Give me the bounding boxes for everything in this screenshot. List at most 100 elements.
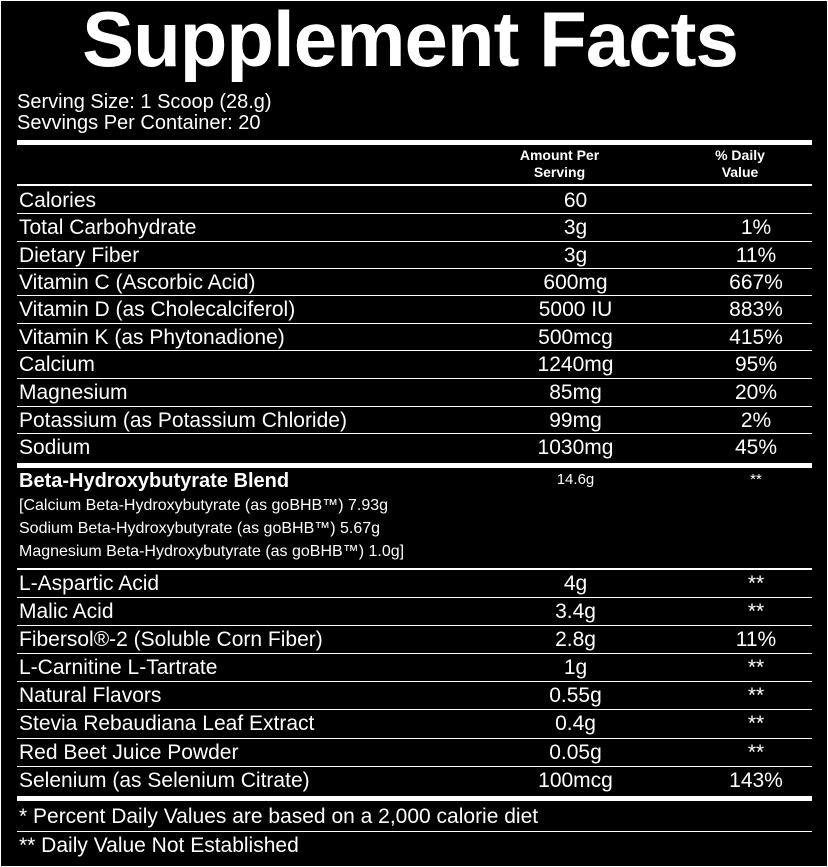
row-divider (17, 681, 812, 682)
ingredient-amount: 100mcg (538, 769, 613, 792)
other-section-rule (17, 568, 812, 570)
ingredient-amount: 2.8g (555, 628, 596, 651)
row-divider (17, 653, 812, 654)
ingredient-name: L-Carnitine L-Tartrate (19, 656, 218, 679)
nutrient-dv: 20% (734, 381, 778, 404)
servings-per-container: Sevvings Per Container: 20 (17, 112, 261, 134)
ingredient-dv: ** (747, 600, 765, 623)
nutrient-name: Calories (19, 189, 97, 212)
nutrient-name: Magnesium (19, 381, 128, 404)
nutrient-row: Vitamin C (Ascorbic Acid) 600mg 667% (17, 269, 812, 296)
row-divider (17, 625, 812, 626)
nutrient-amount: 60 (563, 189, 588, 212)
blend-dv: ** (750, 471, 762, 488)
nutrient-dv: 667% (729, 271, 783, 294)
row-divider (17, 738, 812, 739)
daily-value-header: % Daily Value (661, 147, 819, 181)
nutrient-amount: 3g (563, 244, 588, 267)
nutrient-row: Vitamin D (as Cholecalciferol) 5000 IU 8… (17, 296, 812, 323)
nutrient-row: Sodium 1030mg 45% (17, 434, 812, 461)
nutrient-name: Dietary Fiber (19, 244, 140, 267)
row-divider (17, 241, 812, 242)
nutrient-name: Calcium (19, 353, 95, 376)
ingredient-dv: 11% (735, 628, 777, 651)
ingredient-name: Natural Flavors (19, 684, 162, 707)
ingredient-row: L-Aspartic Acid 4g ** (17, 570, 812, 597)
row-divider (17, 268, 812, 269)
nutrient-name: Total Carbohydrate (19, 216, 197, 239)
dv-header-line2: Value (721, 164, 759, 180)
row-divider (17, 323, 812, 324)
amount-per-serving-header: Amount Per Serving (481, 147, 638, 181)
row-divider (17, 213, 812, 214)
column-header-rule (17, 184, 812, 186)
nutrient-dv: 11% (735, 244, 777, 267)
ingredient-amount: 0.4g (555, 712, 596, 735)
nutrient-amount: 1240mg (537, 353, 614, 376)
ingredient-row: Fibersol®-2 (Soluble Corn Fiber) 2.8g 11… (17, 626, 812, 653)
nutrient-row: Total Carbohydrate 3g 1% (17, 214, 812, 241)
not-established-footnote: ** Daily Value Not Established (19, 834, 299, 857)
nutrient-dv: 415% (729, 326, 783, 349)
row-divider (17, 433, 812, 434)
ingredient-dv: 143% (729, 769, 783, 792)
serving-info: Serving Size: 1 Scoop (28.g) Sevvings Pe… (17, 92, 272, 134)
nutrient-row: Calcium 1240mg 95% (17, 351, 812, 378)
nutrient-amount: 3g (563, 216, 588, 239)
ingredient-name: Selenium (as Selenium Citrate) (19, 769, 310, 792)
ingredient-row: Natural Flavors 0.55g ** (17, 682, 812, 709)
dv-header-line1: % Daily (715, 147, 765, 163)
blend-component: [Calcium Beta-Hydroxybutyrate (as goBHB™… (19, 497, 389, 514)
ingredient-row: Malic Acid 3.4g ** (17, 598, 812, 625)
nutrient-row: Potassium (as Potassium Chloride) 99mg 2… (17, 407, 812, 434)
ingredient-dv: ** (747, 684, 765, 707)
row-divider (17, 709, 812, 710)
blend-section-rule (17, 463, 812, 468)
blend-component: Sodium Beta-Hydroxybutyrate (as goBHB™) … (19, 520, 381, 537)
ingredient-row: Red Beet Juice Powder 0.05g ** (17, 739, 812, 766)
ingredient-dv: ** (747, 741, 765, 764)
ingredient-dv: ** (747, 572, 765, 595)
nutrient-row: Dietary Fiber 3g 11% (17, 242, 812, 269)
nutrient-amount: 500mcg (538, 326, 613, 349)
nutrient-name: Vitamin D (as Cholecalciferol) (19, 298, 296, 321)
ingredient-name: Fibersol®-2 (Soluble Corn Fiber) (19, 628, 323, 651)
ingredient-name: L-Aspartic Acid (19, 572, 160, 595)
nutrient-dv: 95% (734, 353, 778, 376)
ingredient-amount: 0.55g (549, 684, 602, 707)
daily-value-footnote: * Percent Daily Values are based on a 2,… (19, 805, 539, 828)
serving-size: Serving Size: 1 Scoop (28.g) (17, 91, 272, 113)
nutrient-dv: 2% (740, 409, 772, 432)
blend-amount: 14.6g (556, 471, 595, 488)
ingredient-dv: ** (747, 656, 765, 679)
ingredient-amount: 3.4g (555, 600, 596, 623)
nutrient-name: Vitamin C (Ascorbic Acid) (19, 271, 256, 294)
row-divider (17, 295, 812, 296)
nutrient-name: Potassium (as Potassium Chloride) (19, 409, 347, 432)
ingredient-dv: ** (747, 712, 765, 735)
ingredient-name: Red Beet Juice Powder (19, 741, 239, 764)
nutrient-amount: 1030mg (537, 436, 614, 459)
row-divider (17, 766, 812, 767)
nutrient-dv: 1% (740, 216, 772, 239)
blend-name: Beta-Hydroxybutyrate Blend (19, 470, 290, 492)
row-divider (17, 378, 812, 379)
nutrient-amount: 85mg (549, 381, 602, 404)
header-thick-rule (17, 140, 812, 145)
ingredient-name: Malic Acid (19, 600, 114, 623)
nutrient-dv: 45% (734, 436, 778, 459)
ingredient-row: Selenium (as Selenium Citrate) 100mcg 14… (17, 767, 812, 794)
row-divider (17, 406, 812, 407)
row-divider (17, 597, 812, 598)
blend-component: Magnesium Beta-Hydroxybutyrate (as goBHB… (19, 543, 405, 560)
nutrient-name: Vitamin K (as Phytonadione) (19, 326, 285, 349)
footnote-divider (17, 831, 812, 832)
footnote-thick-rule (17, 796, 812, 801)
nutrient-name: Sodium (19, 436, 91, 459)
ingredient-amount: 4g (563, 572, 588, 595)
nutrient-row: Magnesium 85mg 20% (17, 379, 812, 406)
nutrient-amount: 600mg (543, 271, 608, 294)
nutrient-row: Vitamin K (as Phytonadione) 500mcg 415% (17, 324, 812, 351)
amount-header-line2: Serving (533, 164, 586, 180)
